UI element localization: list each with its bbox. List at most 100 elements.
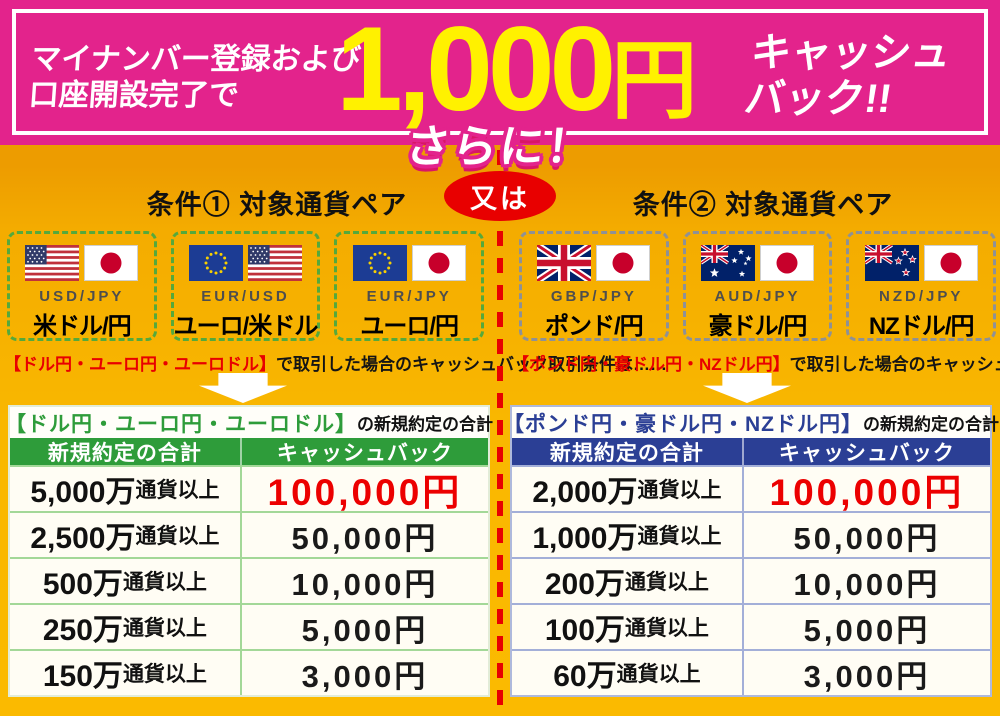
jp-flag-icon <box>412 245 466 281</box>
cashback-cell: 3,000円 <box>301 658 429 694</box>
pair-code: NZD/JPY <box>879 288 964 305</box>
volume-cell: 500万 通貨以上 <box>10 559 242 603</box>
volume-suffix: 通貨以上 <box>122 571 207 594</box>
note-highlight: 【ポンド円・豪ドル円・NZドル円】 <box>512 355 790 374</box>
table-title-highlight: 【ドル円・ユーロ円・ユーロドル】 <box>5 412 357 436</box>
table-title-highlight: 【ポンド円・豪ドル円・NZドル円】 <box>503 412 863 436</box>
banner-lead-text: マイナンバー登録および 口座開設完了で <box>27 42 362 114</box>
cashback-table-left: 【ドル円・ユーロ円・ユーロドル】 の新規約定の合計 新規約定の合計 キャッシュバッ… <box>5 405 493 697</box>
cashback-cell: 50,000円 <box>793 520 941 556</box>
cashback-cell: 50,000円 <box>291 520 439 556</box>
cashback-cell: 5,000円 <box>301 612 429 648</box>
volume-suffix: 通貨以上 <box>624 617 709 640</box>
column-header-cashback: キャッシュバック <box>276 441 453 465</box>
pair-code: AUD/JPY <box>714 288 801 305</box>
pair-name: 豪ドル/円 <box>708 313 808 340</box>
volume-amount: 60万 <box>553 660 617 693</box>
or-badge: 又は <box>444 171 556 221</box>
eu-flag-icon <box>353 245 407 281</box>
flag-row <box>537 245 650 281</box>
pair-code: USD/JPY <box>39 288 125 305</box>
pair-box-eur-usd: EUR/USD ユーロ/米ドル <box>170 231 321 341</box>
table-row: 500万 通貨以上 10,000円 <box>10 557 488 603</box>
pair-name: ユーロ/円 <box>360 313 459 340</box>
down-arrow-icon <box>199 373 287 403</box>
column-header-volume: 新規約定の合計 <box>10 438 242 465</box>
flag-row <box>189 245 302 281</box>
volume-amount: 200万 <box>544 568 625 601</box>
volume-suffix: 通貨以上 <box>637 479 722 502</box>
note-left: 【ドル円・ユーロ円・ユーロドル】で取引した場合のキャッシュバック取引条件は…… <box>4 350 667 375</box>
pair-code: EUR/JPY <box>366 288 452 305</box>
table-title-rest: の新規約定の合計 <box>863 415 999 434</box>
volume-cell: 150万 通貨以上 <box>10 651 242 695</box>
table-row: 150万 通貨以上 3,000円 <box>10 649 488 695</box>
volume-cell: 2,500万 通貨以上 <box>10 513 242 557</box>
volume-amount: 5,000万 <box>30 476 136 509</box>
volume-cell: 100万 通貨以上 <box>512 605 744 649</box>
banner-frame <box>12 9 988 135</box>
table-row: 2,000万 通貨以上 100,000円 <box>512 465 990 513</box>
volume-amount: 150万 <box>42 660 123 693</box>
pair-box-usd-jpy: USD/JPY 米ドル/円 <box>7 231 157 341</box>
table-header-row: 新規約定の合計 キャッシュバック <box>10 438 488 465</box>
volume-amount: 100万 <box>544 614 625 647</box>
cashback-line-1: キャッシュ <box>748 31 955 75</box>
amount-unit: 円 <box>611 33 698 129</box>
us-flag-icon <box>248 245 302 281</box>
flag-row <box>701 245 814 281</box>
volume-suffix: 通貨以上 <box>637 525 722 548</box>
note-rest: で取引した場合のキャッシュバック取引条件は…… <box>276 355 667 374</box>
pair-box-nzd-jpy: NZD/JPY NZドル/円 <box>846 231 997 341</box>
table-row: 2,500万 通貨以上 50,000円 <box>10 511 488 557</box>
volume-cell: 1,000万 通貨以上 <box>512 513 744 557</box>
lead-line-2: 口座開設完了で <box>27 79 240 112</box>
cashback-label: キャッシュ バック!! <box>742 30 955 122</box>
volume-suffix: 通貨以上 <box>122 663 207 686</box>
table-row: 5,000万 通貨以上 100,000円 <box>10 465 488 513</box>
note-highlight: 【ドル円・ユーロ円・ユーロドル】 <box>4 355 276 374</box>
flag-row <box>353 245 466 281</box>
table-title: 【ポンド円・豪ドル円・NZドル円】 の新規約定の合計 <box>503 407 999 438</box>
jp-flag-icon <box>924 245 978 281</box>
pair-code: EUR/USD <box>201 288 290 305</box>
cashback-cell: 10,000円 <box>793 566 941 602</box>
column-header-cashback: キャッシュバック <box>778 441 955 465</box>
top-banner: マイナンバー登録および 口座開設完了で 1,000円 キャッシュ バック!! <box>0 0 1000 145</box>
column-header-volume: 新規約定の合計 <box>512 438 744 465</box>
gb-flag-icon <box>537 245 591 281</box>
table-row: 100万 通貨以上 5,000円 <box>512 603 990 649</box>
pair-box-gbp-jpy: GBP/JPY ポンド/円 <box>519 231 669 341</box>
us-flag-icon <box>25 245 79 281</box>
flag-row <box>865 245 978 281</box>
lead-line-1: マイナンバー登録および <box>30 43 362 76</box>
volume-suffix: 通貨以上 <box>616 663 701 686</box>
cashback-cell: 5,000円 <box>803 612 931 648</box>
table-header-row: 新規約定の合計 キャッシュバック <box>512 438 990 465</box>
eu-flag-icon <box>189 245 243 281</box>
pair-name: ポンド/円 <box>545 313 644 340</box>
volume-cell: 250万 通貨以上 <box>10 605 242 649</box>
table-row: 1,000万 通貨以上 50,000円 <box>512 511 990 557</box>
table-row: 200万 通貨以上 10,000円 <box>512 557 990 603</box>
pair-code: GBP/JPY <box>550 288 637 305</box>
volume-suffix: 通貨以上 <box>122 617 207 640</box>
pair-box-eur-jpy: EUR/JPY ユーロ/円 <box>334 231 485 341</box>
volume-amount: 250万 <box>42 614 123 647</box>
volume-amount: 2,000万 <box>532 476 638 509</box>
volume-amount: 500万 <box>42 568 123 601</box>
volume-suffix: 通貨以上 <box>135 525 220 548</box>
volume-cell: 200万 通貨以上 <box>512 559 744 603</box>
jp-flag-icon <box>84 245 138 281</box>
cashback-cell: 3,000円 <box>803 658 931 694</box>
pair-name: NZドル/円 <box>868 313 975 340</box>
cashback-cell: 10,000円 <box>291 566 439 602</box>
volume-suffix: 通貨以上 <box>624 571 709 594</box>
volume-cell: 5,000万 通貨以上 <box>10 467 242 511</box>
volume-cell: 2,000万 通貨以上 <box>512 467 744 511</box>
table-row: 250万 通貨以上 5,000円 <box>10 603 488 649</box>
table-row: 60万 通貨以上 3,000円 <box>512 649 990 695</box>
divider-dashed-line <box>497 150 503 716</box>
volume-cell: 60万 通貨以上 <box>512 651 744 695</box>
